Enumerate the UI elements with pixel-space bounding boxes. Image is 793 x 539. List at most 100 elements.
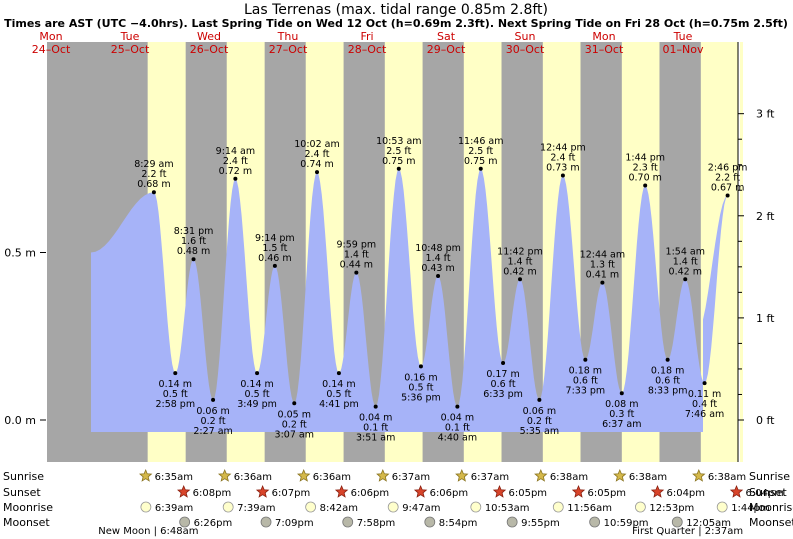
tide-time: 9:14 pm (255, 233, 295, 244)
day-name: Sun (515, 30, 536, 43)
moonset-time: 7:58pm (357, 518, 396, 529)
moonset-icon (424, 516, 436, 528)
moonrise-time: 12:53pm (649, 503, 694, 514)
row-label-left: Sunrise (3, 470, 44, 483)
tide-metres: 0.67 m (711, 183, 744, 194)
moonset-icon (671, 516, 683, 528)
sunrise-star (139, 468, 153, 482)
sunrise-star (692, 468, 706, 482)
astro-rows: Sunrise Sunrise Sunset Sunset Moonrise Moonri… (3, 468, 793, 537)
day-name: Fri (360, 30, 373, 43)
daylight-band (740, 42, 743, 462)
tide-time: 8:31 pm (174, 226, 214, 237)
moonrise-icon (470, 501, 482, 513)
day-labels: Mon24–OctTue25–OctWed26–OctThu27–OctFri2… (32, 30, 704, 56)
tide-point (600, 280, 605, 285)
moonset-icon (179, 516, 191, 528)
tide-time: 12:44 pm (540, 142, 586, 153)
sunrise-time: 6:37am (471, 472, 509, 483)
row-label-right: Sunrise (749, 470, 790, 483)
tide-metres: 0.11 m (688, 389, 721, 400)
right-tick-label: 0 ft (756, 414, 775, 427)
daylight-band (700, 42, 738, 462)
day-date: 27–Oct (269, 43, 308, 56)
tide-feet: 0.2 ft (527, 416, 552, 427)
chart-title: Las Terrenas (max. tidal range 0.85m 2.8… (244, 2, 548, 18)
tide-metres: 0.72 m (219, 166, 252, 177)
sunset-time: 6:05pm (588, 488, 627, 499)
tide-point (418, 364, 423, 369)
moonrise-icon (222, 501, 234, 513)
sunset-time: 6:04pm (745, 488, 784, 499)
sunrise-star (613, 468, 627, 482)
sunset-time: 6:07pm (272, 488, 311, 499)
tide-time: 1:54 am (666, 246, 705, 257)
day-date: 31–Oct (585, 43, 624, 56)
tide-metres: 0.06 m (196, 406, 229, 417)
tide-point (315, 170, 320, 175)
sunset-star (334, 484, 349, 498)
sunset-time: 6:06pm (351, 488, 390, 499)
tide-feet: 1.4 ft (426, 253, 451, 264)
row-label-left: Sunset (3, 486, 41, 499)
tide-time: 11:46 am (458, 136, 503, 147)
tide-feet: 0.3 ft (609, 409, 634, 420)
tide-time: 3:49 pm (237, 399, 277, 410)
moonrise-time: 1:44pm (731, 503, 770, 514)
day-name: Thu (277, 30, 299, 43)
tide-time: 3:51 am (356, 433, 395, 444)
tide-metres: 0.68 m (137, 179, 170, 190)
left-tick-label: 0.0 m (4, 414, 36, 427)
tide-metres: 0.75 m (382, 156, 415, 167)
tide-feet: 2.4 ft (304, 149, 329, 160)
tide-feet: 0.4 ft (692, 399, 717, 410)
tide-time: 9:59 pm (337, 240, 377, 251)
day-date: 24–Oct (32, 43, 71, 56)
moonset-icon (506, 516, 518, 528)
tide-feet: 0.5 ft (326, 389, 351, 400)
tide-metres: 0.42 m (669, 266, 702, 277)
tide-metres: 0.08 m (605, 399, 638, 410)
tide-time: 2:46 pm (708, 163, 748, 174)
tide-point (683, 277, 688, 282)
moonset-icon (260, 516, 272, 528)
left-tick-label: 0.5 m (4, 247, 36, 260)
moonset-time: 6:26pm (194, 518, 233, 529)
tide-time: 10:48 pm (415, 243, 461, 254)
moonrise-time: 9:47am (402, 503, 440, 514)
tide-time: 5:36 pm (401, 392, 441, 403)
tide-feet: 1.4 ft (507, 256, 532, 267)
sunrise-time: 6:37am (392, 472, 430, 483)
right-tick-label: 1 ft (756, 312, 775, 325)
tide-feet: 0.6 ft (491, 379, 516, 390)
sunrise-time: 6:36am (234, 472, 272, 483)
sunrise-star (296, 468, 311, 482)
tide-metres: 0.46 m (258, 253, 291, 264)
sunrise-star (217, 468, 232, 482)
tide-labels: 8:29 am2.2 ft0.68 m0.14 m0.5 ft2:58 pm8:… (134, 136, 747, 444)
row-label-right: Sunset (749, 486, 787, 499)
tide-time: 4:41 pm (319, 399, 359, 410)
tide-point (255, 371, 260, 376)
moonset-icon (589, 516, 601, 528)
tide-time: 1:44 pm (625, 153, 665, 164)
moonrise-time: 7:39am (237, 503, 275, 514)
tide-feet: 1.4 ft (673, 256, 698, 267)
moonset-time: 7:09pm (275, 518, 314, 529)
moonrise-icon (140, 501, 152, 513)
day-name: Wed (197, 30, 221, 43)
tide-point (292, 401, 297, 406)
tide-metres: 0.04 m (441, 413, 474, 424)
day-name: Mon (39, 30, 62, 43)
tide-feet: 0.2 ft (201, 416, 226, 427)
tide-point (537, 397, 542, 402)
tide-feet: 2.3 ft (633, 163, 658, 174)
sunset-star (413, 484, 428, 498)
sunset-star (650, 484, 665, 498)
day-date: 28–Oct (348, 43, 387, 56)
sunrise-star (455, 468, 469, 482)
tide-point (354, 270, 359, 275)
tide-area (91, 168, 728, 433)
tide-point (151, 190, 156, 195)
